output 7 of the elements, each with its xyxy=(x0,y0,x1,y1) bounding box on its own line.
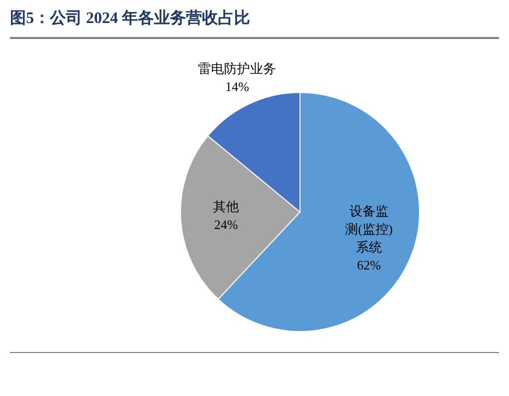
data-label: 14% xyxy=(225,78,250,94)
slice-label: 其他 xyxy=(213,199,240,214)
data-label: 24% xyxy=(214,217,238,232)
slice-label: 雷电防护业务 xyxy=(198,60,276,76)
data-label: 62% xyxy=(356,258,381,273)
chart-title: 图5：公司 2024 年各业务营收占比 xyxy=(10,8,499,39)
slice-label: 设备监测(监控)系统 xyxy=(345,204,393,255)
